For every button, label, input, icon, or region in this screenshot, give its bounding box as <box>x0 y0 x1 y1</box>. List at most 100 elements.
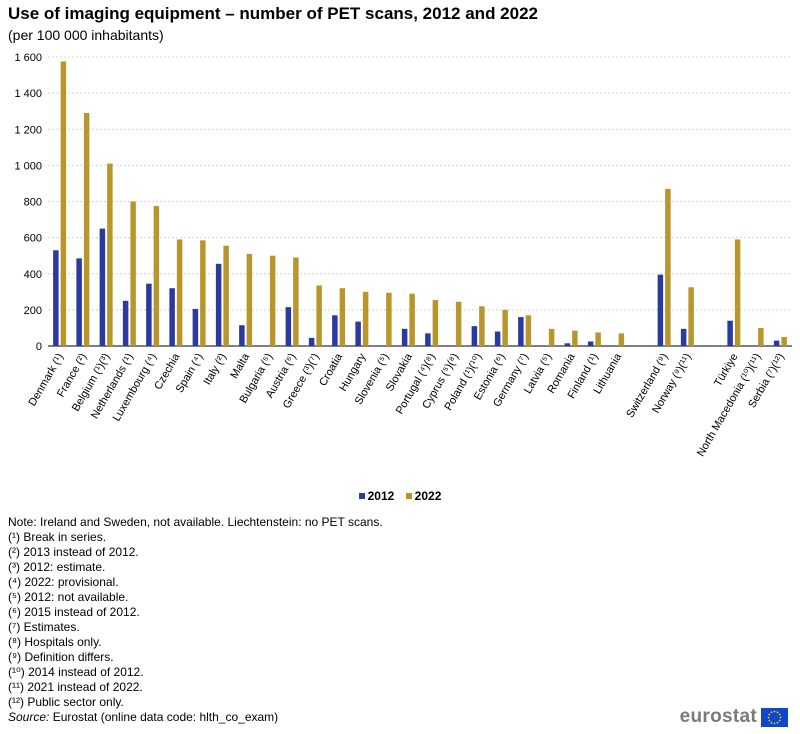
bars <box>53 61 787 347</box>
footnote: (⁹) Definition differs. <box>8 650 114 664</box>
y-tick-label: 1 200 <box>14 124 42 136</box>
bar-2012 <box>308 337 315 346</box>
bar-2022 <box>339 288 346 346</box>
legend-label-2012: 2012 <box>367 489 395 503</box>
bar-2022 <box>688 287 694 346</box>
legend-label-2022: 2022 <box>414 489 442 503</box>
x-axis: Denmark (¹)France (²)Belgium (¹)(³)Nethe… <box>26 351 786 459</box>
legend-item-2022: 2022 <box>405 489 442 503</box>
notes: Note: Ireland and Sweden, not available.… <box>8 515 383 725</box>
eu-star <box>778 719 781 721</box>
legend-swatch-2022 <box>405 493 412 499</box>
y-tick-label: 0 <box>36 341 42 353</box>
legend-swatch-2012 <box>358 493 365 499</box>
bar-2012 <box>494 331 501 346</box>
eu-flag-stars <box>767 710 782 724</box>
bar-2012 <box>727 320 733 346</box>
footnotes-list: (¹) Break in series. (²) 2013 instead of… <box>8 530 383 710</box>
y-axis: 0 200 400 600 800 1 000 1 200 1 400 1 600 <box>14 52 42 353</box>
source-label: Source: <box>8 710 50 724</box>
footnote: (¹) Break in series. <box>8 530 107 544</box>
y-tick-label: 1 400 <box>14 88 42 100</box>
eu-star <box>768 713 771 715</box>
eu-star <box>773 710 776 712</box>
bar-2022 <box>153 206 160 346</box>
bar-2022 <box>60 61 67 346</box>
bar-2012 <box>355 321 361 346</box>
bar-2012 <box>680 328 687 346</box>
bar-2022 <box>130 201 136 346</box>
bar-2022 <box>409 293 415 346</box>
eu-star <box>770 721 773 724</box>
bar-2022 <box>479 306 485 346</box>
bar-2022 <box>455 301 462 346</box>
bar-2022 <box>223 245 229 346</box>
bar-2012 <box>99 228 106 346</box>
bar-2022 <box>316 285 322 346</box>
bar-2012 <box>239 325 245 346</box>
bar-2022 <box>595 332 601 346</box>
bar-2012 <box>146 283 152 346</box>
bar-2012 <box>471 326 478 346</box>
bar-2012 <box>122 300 129 346</box>
footnote: (⁵) 2012: not available. <box>8 590 129 604</box>
eu-star <box>770 710 773 713</box>
bar-2012 <box>169 288 175 346</box>
eu-star <box>768 719 771 721</box>
bar-2022 <box>386 292 392 346</box>
logo-text: eurostat <box>679 706 757 727</box>
x-tick-label: Italy (²) <box>201 352 229 388</box>
bar-2012 <box>53 250 59 346</box>
bar-2022 <box>781 336 787 346</box>
bar-2022 <box>502 309 508 346</box>
bar-2012 <box>76 258 82 346</box>
bar-2022 <box>734 239 741 346</box>
footnote: (¹¹) 2021 instead of 2022. <box>8 680 143 694</box>
footnote: (³) 2012: estimate. <box>8 560 106 574</box>
eu-star <box>767 716 770 718</box>
bar-2022 <box>572 330 578 346</box>
footnote: (¹⁰) 2014 instead of 2012. <box>8 665 144 679</box>
bar-2022 <box>293 257 299 346</box>
eu-star <box>773 722 776 724</box>
bar-2022 <box>758 327 764 346</box>
y-tick-label: 1 000 <box>14 160 42 172</box>
y-tick-label: 600 <box>24 233 42 245</box>
bar-2012 <box>587 341 594 346</box>
bar-2012 <box>401 328 408 346</box>
bar-2012 <box>657 274 664 346</box>
eu-star <box>776 721 779 724</box>
bar-2012 <box>192 308 199 346</box>
bar-2012 <box>215 263 222 346</box>
bar-2012 <box>332 315 338 346</box>
footnote: (¹²) Public sector only. <box>8 695 124 709</box>
eu-star <box>779 716 782 718</box>
bar-2022 <box>432 299 439 346</box>
eurostat-logo: eurostat <box>680 706 788 728</box>
bar-chart: 0 200 400 600 800 1 000 1 200 1 400 1 600 Denmar… <box>14 52 792 459</box>
footnote: (²) 2013 instead of 2012. <box>8 545 139 559</box>
bar-2022 <box>246 253 253 346</box>
bar-2022 <box>618 333 625 346</box>
bar-2022 <box>176 239 183 346</box>
source-line: Source: Eurostat (online data code: hlth… <box>8 710 383 725</box>
bar-2022 <box>548 328 555 346</box>
source-text: Eurostat (online data code: hlth_co_exam… <box>49 710 279 724</box>
bar-2022 <box>525 315 532 346</box>
gridlines <box>48 56 792 347</box>
footnote: (⁶) 2015 instead of 2012. <box>8 605 140 619</box>
footnote: (⁷) Estimates. <box>8 620 80 634</box>
bar-2012 <box>425 333 431 346</box>
bar-2022 <box>200 240 206 346</box>
eu-star <box>778 713 781 715</box>
bar-2012 <box>518 317 524 346</box>
bar-2022 <box>83 112 90 347</box>
chart-title: Use of imaging equipment – number of PET… <box>8 4 538 23</box>
x-tick-label: Denmark (¹) <box>26 352 66 409</box>
y-tick-label: 1 600 <box>14 52 42 64</box>
eu-flag-icon <box>761 707 788 727</box>
x-tick-label: Malta <box>228 351 252 381</box>
bar-2022 <box>665 188 671 346</box>
y-tick-label: 800 <box>24 197 42 209</box>
footnote: (⁴) 2022: provisional. <box>8 575 119 589</box>
